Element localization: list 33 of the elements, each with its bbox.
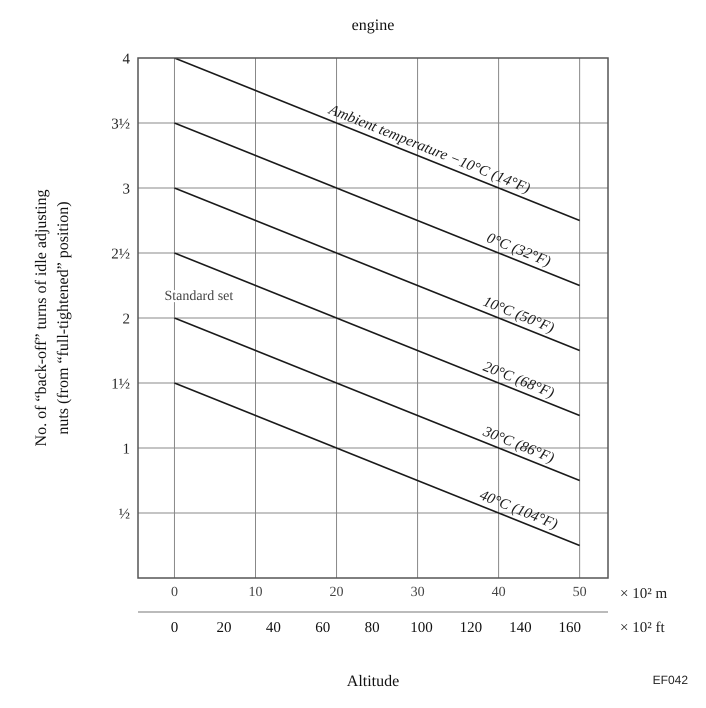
- x-tick-label: 50: [572, 584, 587, 600]
- text: × 10² m: [620, 586, 668, 602]
- x-tick-label: 0: [170, 584, 178, 600]
- x2-tick-label: 40: [266, 620, 281, 636]
- y-tick-label: 2½: [111, 246, 130, 262]
- x-tick-label: 30: [410, 584, 425, 600]
- x2-tick-label: 0: [170, 620, 178, 636]
- y-tick-label: ½: [118, 506, 130, 522]
- y-tick-label: 3: [122, 181, 130, 198]
- x-tick-label: 40: [492, 584, 506, 600]
- text: 10°C (50°F): [480, 294, 556, 337]
- x2-tick-label: 140: [509, 620, 532, 636]
- text: 30°C (86°F): [480, 423, 556, 467]
- x-tick-label: 10: [248, 584, 262, 600]
- x2-tick-label: 20: [216, 620, 232, 636]
- x2-tick-label: 160: [558, 620, 581, 636]
- x2-tick-label: 60: [315, 620, 330, 636]
- text: EF042: [652, 673, 688, 687]
- x2-tick-label: 100: [410, 620, 433, 636]
- y-axis-title: No. of “back-off” turns of idle adjusting nuts (from “full-tightened” position): [33, 190, 72, 446]
- y-tick-label: 4: [122, 51, 130, 68]
- x-tick-label: 20: [330, 584, 344, 600]
- y-tick-label: 1½: [111, 376, 130, 392]
- y-tick-label: 2: [122, 311, 130, 328]
- text: 0°C (32°F): [484, 230, 553, 270]
- chart-title: engine: [352, 17, 394, 34]
- x2-tick-label: 80: [364, 620, 380, 636]
- y-tick-label: 3½: [111, 116, 130, 132]
- x-axis-title: Altitude: [346, 673, 400, 690]
- text: 20°C (68°F): [480, 358, 556, 402]
- x2-tick-label: 120: [460, 620, 482, 636]
- text: × 10² ft: [620, 620, 666, 636]
- y-tick-label: 1: [122, 441, 130, 458]
